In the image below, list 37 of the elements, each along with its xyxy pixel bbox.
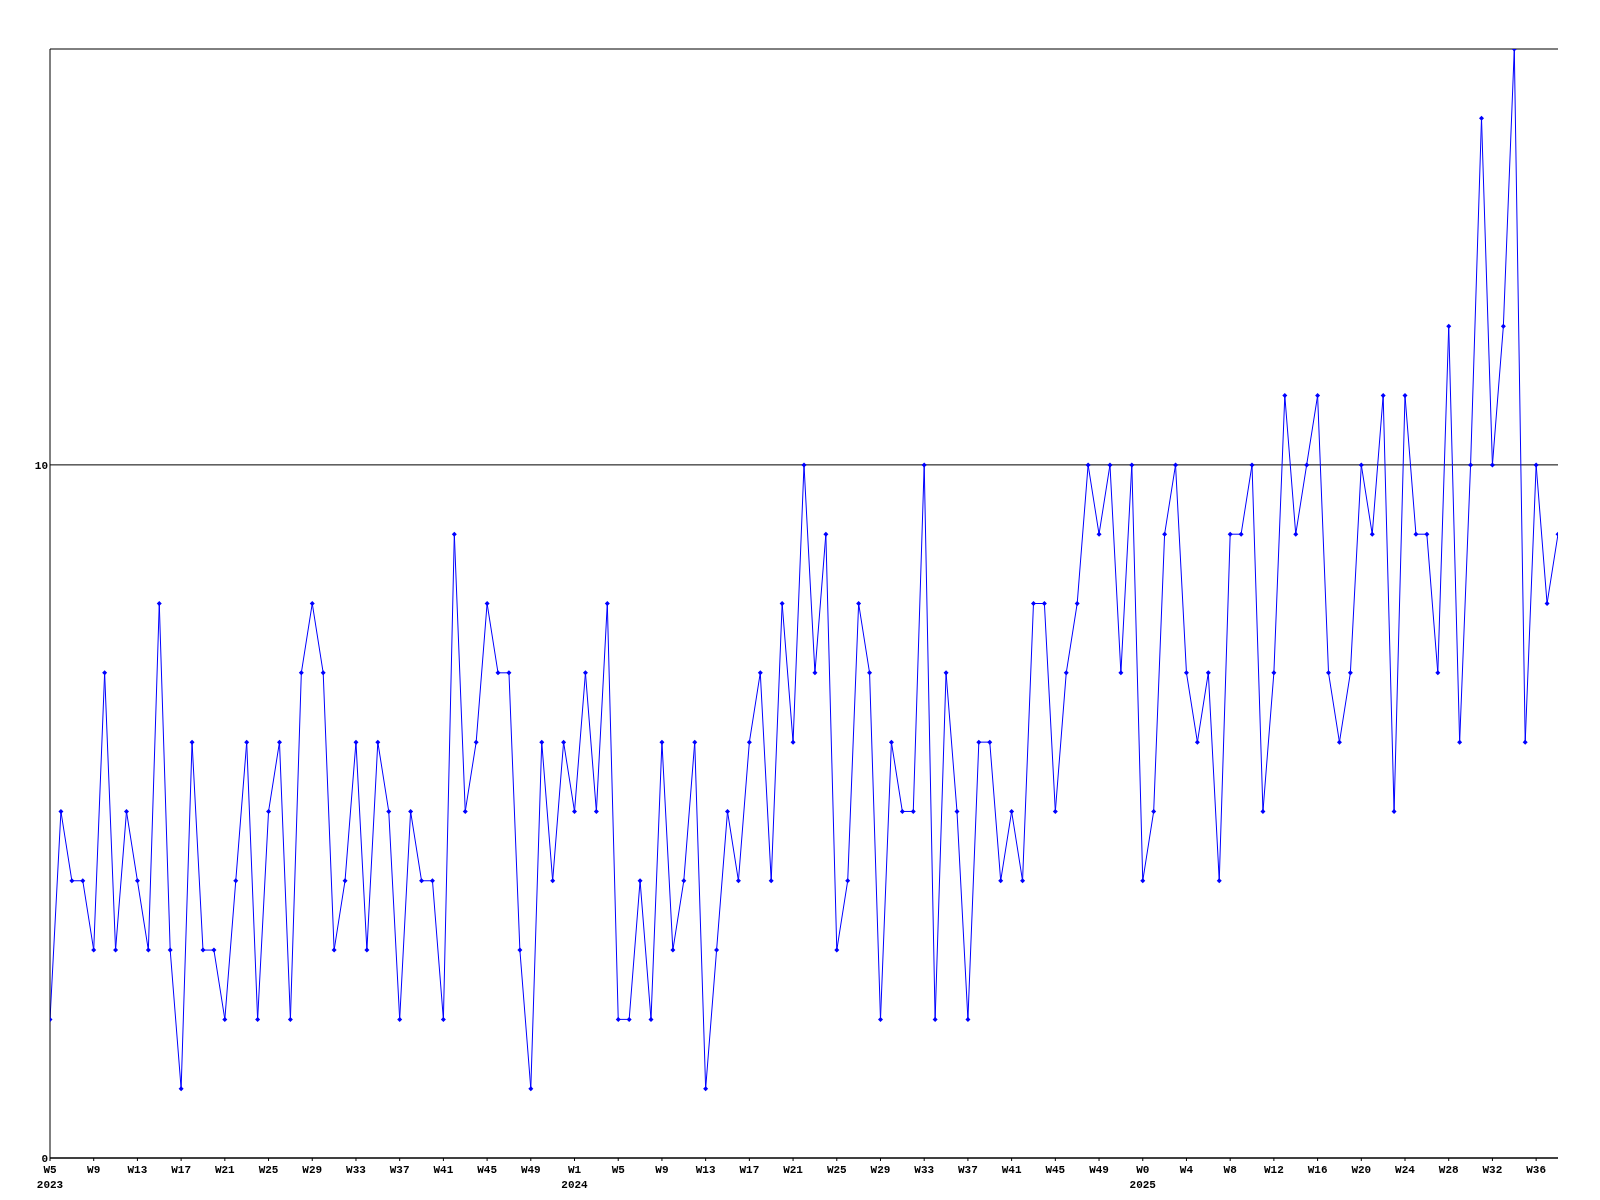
x-tick-label: W16: [1307, 1164, 1328, 1176]
x-tick-label: W21: [214, 1164, 236, 1176]
x-tick-label: W41: [433, 1164, 454, 1176]
x-tick-label: W45: [477, 1164, 498, 1176]
x-tick-label: W9: [655, 1164, 669, 1176]
x-tick-label: W1 2024: [561, 1164, 589, 1191]
x-tick-label: W13: [127, 1164, 148, 1176]
x-tick-label: W20: [1351, 1164, 1372, 1176]
x-tick-label: W49: [1089, 1164, 1109, 1176]
x-tick-label: W36: [1526, 1164, 1547, 1176]
x-tick-label: W25: [826, 1164, 848, 1176]
y-tick-label: 0: [41, 1152, 48, 1165]
x-tick-label: W0 2025: [1129, 1164, 1157, 1191]
x-tick-label: W17: [739, 1164, 760, 1176]
x-tick-label: W33: [914, 1164, 935, 1176]
x-tick-label: W13: [695, 1164, 716, 1176]
x-tick-label: W29: [302, 1164, 323, 1176]
x-tick-label: W28: [1438, 1164, 1460, 1176]
x-tick-label: W17: [171, 1164, 192, 1176]
x-tick-label: W32: [1482, 1164, 1503, 1176]
x-tick-label: W5: [611, 1164, 626, 1176]
x-tick-label: W33: [346, 1164, 367, 1176]
x-tick-label: W5 2023: [36, 1164, 64, 1191]
x-tick-label: W29: [870, 1164, 891, 1176]
x-tick-label: W45: [1045, 1164, 1066, 1176]
x-tick-label: W41: [1001, 1164, 1022, 1176]
x-tick-label: W37: [389, 1164, 410, 1176]
x-tick-label: W25: [258, 1164, 279, 1176]
y-tick-label: 10: [34, 459, 48, 472]
x-tick-label: W49: [520, 1164, 541, 1176]
x-tick-label: W9: [87, 1164, 101, 1176]
x-tick-label: W21: [783, 1164, 804, 1176]
x-tick-label: W12: [1263, 1164, 1284, 1176]
x-tick-label: W24: [1395, 1164, 1416, 1176]
x-tick-label: W4: [1179, 1164, 1194, 1176]
x-tick-label: W37: [958, 1164, 978, 1176]
x-tick-label: W8: [1223, 1164, 1238, 1176]
